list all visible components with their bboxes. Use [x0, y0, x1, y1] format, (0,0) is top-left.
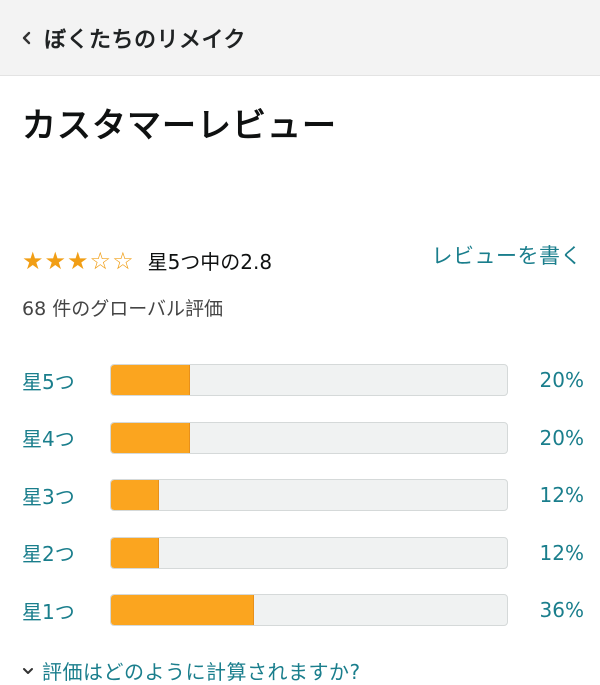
- histogram-row[interactable]: 星5つ 20%: [22, 362, 584, 398]
- rating-summary: ★ ★ ★ ☆ ☆ 星5つ中の2.8: [22, 246, 272, 275]
- how-calculated-toggle[interactable]: 評価はどのように計算されますか?: [22, 656, 361, 685]
- global-rating-count: 68 件のグローバル評価: [22, 298, 224, 320]
- histogram-row-percent: 20%: [539, 425, 584, 450]
- how-calculated-text: 評価はどのように計算されますか?: [42, 660, 361, 684]
- write-review-link[interactable]: レビューを書く: [431, 244, 582, 268]
- histogram-bar-track: [110, 536, 508, 569]
- histogram-bar-fill: [111, 595, 254, 625]
- histogram-bar-track: [110, 594, 508, 626]
- star-full-icon: ★: [22, 246, 44, 275]
- histogram-row-percent: 12%: [539, 540, 584, 565]
- histogram-row-label: 星5つ: [22, 369, 75, 394]
- histogram-row[interactable]: 星3つ 12%: [22, 477, 584, 513]
- reviews-heading: カスタマーレビュー: [22, 106, 337, 146]
- histogram-row[interactable]: 星1つ 36%: [22, 592, 584, 628]
- rating-text: 星5つ中の2.8: [147, 250, 273, 274]
- histogram-row-percent: 12%: [539, 483, 584, 507]
- histogram-bar-fill: [111, 365, 191, 395]
- chevron-left-icon[interactable]: [20, 26, 38, 50]
- histogram-row[interactable]: 星4つ 20%: [22, 420, 584, 456]
- histogram-row-label: 星4つ: [22, 427, 75, 451]
- histogram-row-label: 星3つ: [22, 484, 75, 509]
- star-empty-icon: ☆: [89, 246, 112, 275]
- histogram-row-percent: 20%: [539, 368, 584, 392]
- histogram-bar-fill: [111, 480, 159, 510]
- histogram-bar-track: [110, 364, 508, 396]
- chevron-down-icon: [22, 664, 36, 678]
- histogram-row[interactable]: 星2つ 12%: [22, 535, 584, 571]
- rating-histogram: 星5つ 20% 星4つ 20% 星3つ 12% 星2つ 12% 星1つ 36%: [22, 362, 584, 650]
- page-title: ぼくたちのリメイク: [44, 27, 247, 53]
- histogram-bar-fill: [111, 537, 159, 568]
- histogram-row-percent: 36%: [539, 598, 584, 622]
- star-rating: ★ ★ ★ ☆ ☆: [22, 249, 134, 273]
- top-bar: ぼくたちのリメイク: [0, 0, 600, 76]
- histogram-bar-fill: [111, 422, 191, 453]
- histogram-bar-track: [110, 421, 508, 454]
- star-full-icon: ★: [44, 246, 67, 275]
- star-full-icon: ★: [67, 246, 89, 275]
- histogram-bar-track: [110, 479, 508, 511]
- histogram-row-label: 星2つ: [22, 542, 75, 566]
- histogram-row-label: 星1つ: [22, 599, 75, 624]
- star-empty-icon: ☆: [112, 246, 134, 275]
